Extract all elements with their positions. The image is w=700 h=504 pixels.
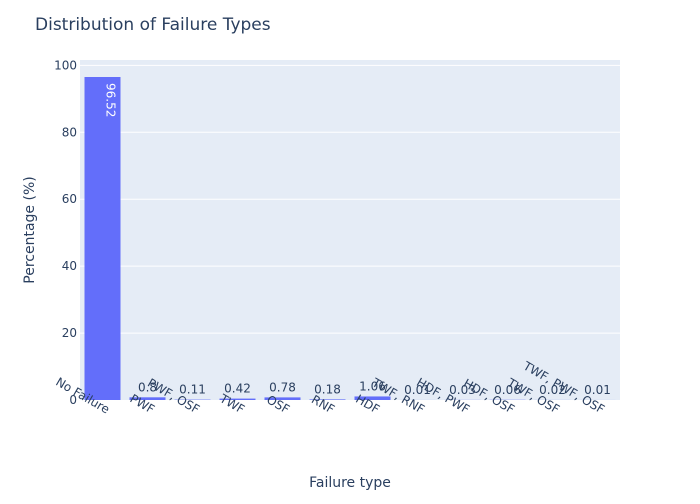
x-axis-title: Failure type [309, 475, 391, 491]
y-tick-label: 80 [62, 125, 77, 139]
plot-background [80, 60, 620, 400]
y-axis-title: Percentage (%) [22, 176, 38, 283]
data-label: 0.78 [269, 380, 296, 394]
y-tick-label: 100 [54, 58, 77, 72]
y-tick-label: 60 [62, 192, 77, 206]
chart-title: Distribution of Failure Types [35, 15, 271, 35]
bar-0[interactable] [85, 77, 121, 400]
y-tick-label: 40 [62, 259, 77, 273]
data-label: 96.52 [104, 83, 118, 117]
y-tick-label: 20 [62, 326, 77, 340]
